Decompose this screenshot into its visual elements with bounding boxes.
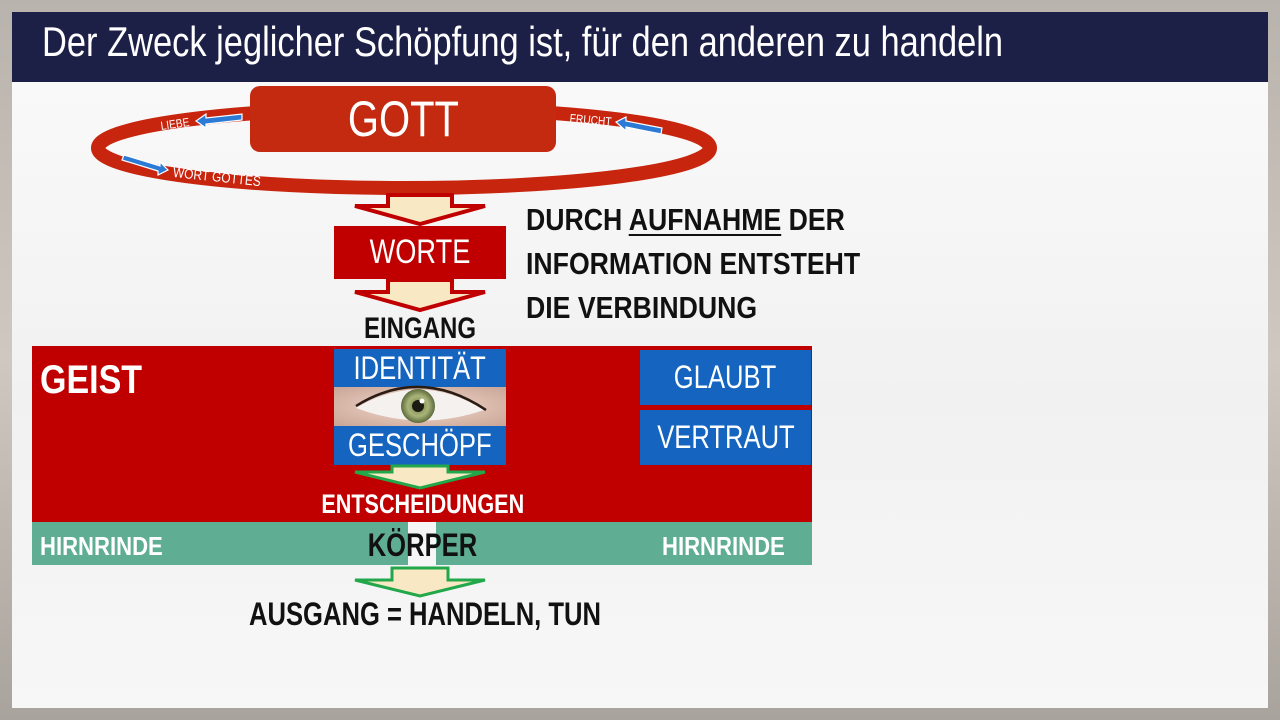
arrow-frucht-icon — [614, 116, 663, 135]
ausgang-label: AUSGANG = HANDELN, TUN — [248, 595, 601, 632]
gott-label: GOTT — [347, 91, 459, 147]
arrow-wort-gottes-icon — [121, 154, 170, 176]
arrow-down-icon — [354, 566, 486, 598]
identitaet-label: IDENTITÄT — [353, 349, 487, 386]
entscheidungen-label: ENTSCHEIDUNGEN — [321, 488, 525, 519]
arrow-down-icon — [354, 193, 486, 227]
geist-label: GEIST — [40, 358, 143, 402]
koerper-label: KÖRPER — [367, 526, 477, 563]
title-bar — [12, 12, 1268, 82]
identitaet-box — [334, 349, 506, 387]
glaubt-label: GLAUBT — [674, 359, 777, 395]
hirnrinde-left-label: HIRNRINDE — [40, 531, 163, 561]
eye-image — [334, 385, 506, 426]
geschoepf-box — [334, 426, 506, 465]
geschoepf-label: GESCHÖPF — [348, 427, 492, 463]
arrow-down-icon — [354, 278, 486, 313]
worte-label: WORTE — [369, 233, 471, 271]
arrow-liebe-icon — [194, 112, 243, 130]
arrow-down-icon — [354, 464, 486, 490]
gott-box — [250, 86, 556, 152]
slide-title: Der Zweck jeglicher Schöpfung ist, für d… — [42, 18, 1004, 65]
explanation-text: DURCH AUFNAHME DER INFORMATION ENTSTEHT … — [526, 202, 861, 325]
glaubt-box — [640, 350, 811, 405]
hirnrinde-right-label: HIRNRINDE — [662, 531, 785, 561]
eingang-label: EINGANG — [363, 312, 476, 345]
vertraut-label: VERTRAUT — [656, 419, 795, 455]
vertraut-box — [640, 410, 811, 465]
worte-box — [334, 226, 506, 279]
